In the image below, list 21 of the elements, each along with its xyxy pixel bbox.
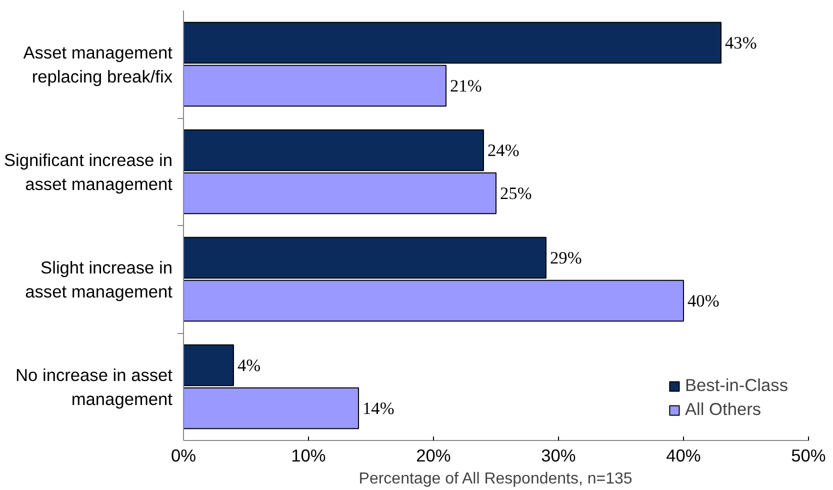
x-axis-title: Percentage of All Respondents, n=135 xyxy=(358,470,632,488)
data-label: 14% xyxy=(362,398,394,418)
data-label: 24% xyxy=(488,140,520,160)
legend-label: All Others xyxy=(684,399,762,420)
data-label: 4% xyxy=(238,356,261,375)
x-tick-label: 40% xyxy=(666,446,701,466)
y-tick-label: Significant increase in asset management xyxy=(4,150,173,194)
x-tick-label: 0% xyxy=(170,446,196,466)
y-tick-label: Asset management replacing break/fix xyxy=(23,42,173,86)
x-tick-label: 10% xyxy=(291,446,326,466)
data-label: 21% xyxy=(450,76,482,96)
legend-label: Best-in-Class xyxy=(684,375,788,396)
y-tick-label: No increase in asset management xyxy=(16,364,173,409)
x-tick-label: 20% xyxy=(416,446,451,466)
data-label: 29% xyxy=(550,248,582,268)
x-tick-label: 30% xyxy=(541,446,576,466)
y-tick-label: Slight increase in asset management xyxy=(25,257,173,302)
data-label: 40% xyxy=(688,291,720,310)
x-tick-label: 50% xyxy=(791,446,826,466)
data-label: 43% xyxy=(725,33,757,52)
data-label: 25% xyxy=(500,184,532,203)
